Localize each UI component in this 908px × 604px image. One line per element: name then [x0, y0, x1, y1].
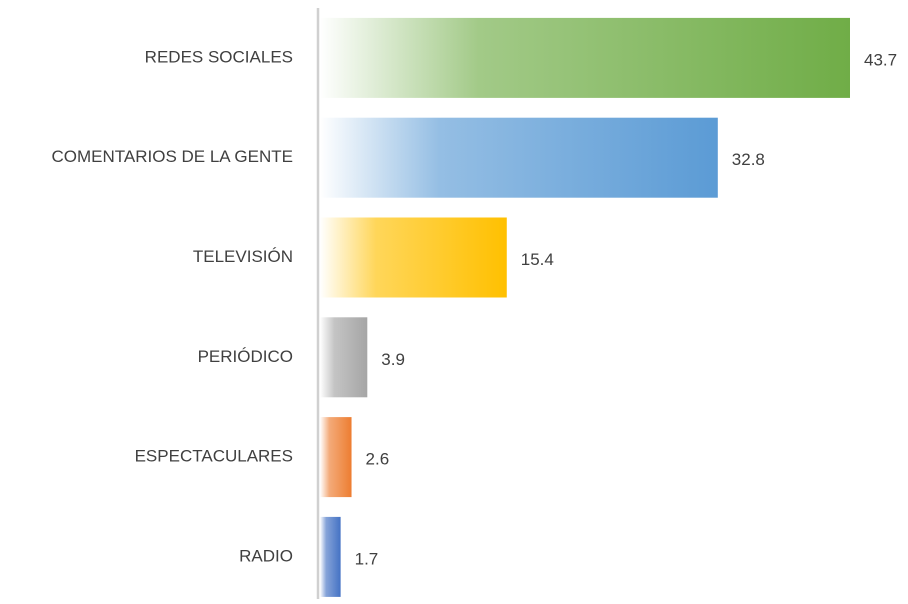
bar — [320, 217, 507, 298]
value-label: 2.6 — [366, 450, 390, 469]
bar — [320, 317, 368, 398]
value-label: 1.7 — [355, 549, 379, 568]
value-label: 3.9 — [381, 350, 405, 369]
category-label: RADIO — [239, 546, 293, 565]
value-label: 15.4 — [521, 250, 554, 269]
category-label: ESPECTACULARES — [135, 447, 293, 466]
bar — [320, 417, 352, 498]
value-label: 43.7 — [864, 50, 897, 69]
category-label: PERIÓDICO — [198, 347, 293, 366]
category-label: COMENTARIOS DE LA GENTE — [51, 147, 293, 166]
bar — [320, 17, 850, 98]
bar — [320, 117, 718, 198]
category-label: REDES SOCIALES — [145, 47, 293, 66]
category-label: TELEVISIÓN — [193, 247, 293, 266]
bar — [320, 516, 341, 597]
value-label: 32.8 — [732, 150, 765, 169]
